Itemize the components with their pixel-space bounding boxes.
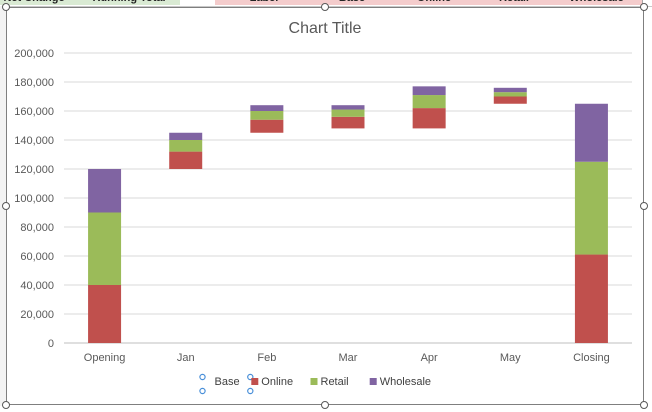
legend-swatch [251,378,259,385]
bar-wholesale-opening[interactable] [88,169,122,213]
x-tick-label: Closing [573,352,610,364]
y-tick-label: 140,000 [14,135,54,147]
legend-entry-wholesale[interactable]: Wholesale [369,376,431,388]
y-tick-label: 100,000 [14,193,54,205]
bar-wholesale-feb[interactable] [250,105,284,111]
resize-handle-middle-right[interactable] [640,202,648,210]
bar-online-mar[interactable] [331,116,365,129]
y-tick-label: 120,000 [14,164,54,176]
bar-wholesale-jan[interactable] [169,132,203,140]
bar-wholesale-apr[interactable] [412,86,446,96]
legend-swatch [369,378,377,385]
bar-base-apr[interactable] [413,128,446,343]
chart-title[interactable]: Chart Title [289,20,362,37]
legend-label: Online [261,376,293,388]
y-tick-label: 0 [48,338,54,350]
bar-wholesale-may[interactable] [493,87,527,93]
resize-handle-top-middle[interactable] [321,3,329,11]
resize-handle-bottom-middle[interactable] [321,401,329,409]
resize-handle-bottom-right[interactable] [640,401,648,409]
bars[interactable] [88,86,608,343]
legend-entry-base[interactable]: Base [199,373,254,395]
x-tick-label: Feb [257,352,276,364]
bar-retail-opening[interactable] [88,212,122,286]
legend-selection-handle[interactable] [199,387,206,395]
bar-retail-closing[interactable] [574,161,608,255]
y-tick-label: 80,000 [20,222,54,234]
bar-retail-mar[interactable] [331,109,365,117]
legend[interactable]: Base Online Retail Wholesale [199,373,431,395]
x-axis-tick-labels[interactable]: Opening Jan Feb Mar Apr May Closing [84,352,610,364]
bar-online-may[interactable] [493,96,527,104]
y-tick-label: 60,000 [20,251,54,263]
legend-selection-handle[interactable] [199,373,206,381]
x-tick-label: Jan [177,352,195,364]
bar-online-apr[interactable] [412,108,446,129]
bar-online-jan[interactable] [169,151,203,169]
y-tick-label: 40,000 [20,280,54,292]
y-tick-label: 200,000 [14,48,54,60]
legend-entry-retail[interactable]: Retail [310,376,349,388]
y-tick-label: 20,000 [20,309,54,321]
y-axis-tick-labels[interactable]: 0 20,000 40,000 60,000 80,000 100,000 120,000 1… [14,48,54,350]
bar-wholesale-closing[interactable] [574,103,608,162]
bar-wholesale-mar[interactable] [331,105,365,110]
sheet-column-cell[interactable]: Wholesale [551,0,643,5]
legend-label: Wholesale [380,376,431,388]
bar-base-mar[interactable] [332,128,365,343]
resize-handle-top-right[interactable] [640,3,648,11]
bar-online-closing[interactable] [574,254,608,343]
y-tick-label: 180,000 [14,77,54,89]
x-tick-label: May [500,352,521,364]
resize-handle-middle-left[interactable] [2,202,10,210]
legend-label: Base [215,376,240,388]
gridlines [64,52,632,344]
resize-handle-bottom-left[interactable] [2,401,10,409]
x-tick-label: Mar [339,352,358,364]
x-tick-label: Apr [421,352,438,364]
y-tick-label: 160,000 [14,106,54,118]
resize-handle-top-left[interactable] [2,3,10,11]
legend-entry-online[interactable]: Online [251,376,293,388]
bar-retail-feb[interactable] [250,111,284,120]
legend-label: Retail [321,376,349,388]
bar-retail-jan[interactable] [169,140,203,152]
bar-retail-may[interactable] [493,92,527,97]
x-tick-label: Opening [84,352,126,364]
bar-online-feb[interactable] [250,119,284,133]
legend-swatch [310,378,318,385]
bar-base-feb[interactable] [250,133,283,343]
legend-selection-handle[interactable] [247,387,254,395]
bar-retail-apr[interactable] [412,95,446,109]
bar-online-opening[interactable] [88,285,122,343]
